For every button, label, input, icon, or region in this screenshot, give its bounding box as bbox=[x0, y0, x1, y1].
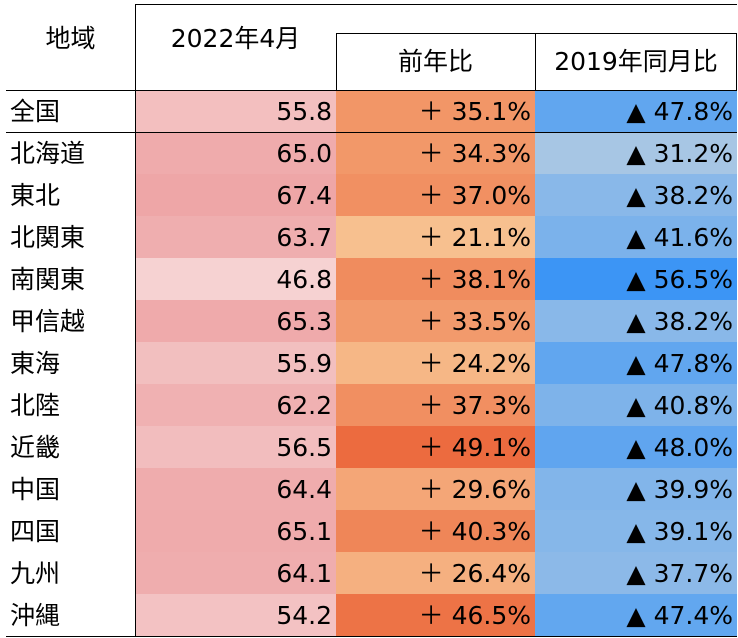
vs2019-cell: ▲ 47.8% bbox=[535, 342, 737, 384]
yoy-cell: ＋ 38.1% bbox=[336, 258, 535, 300]
vs2019-cell: ▲ 39.9% bbox=[535, 468, 737, 510]
rule-col-1 bbox=[135, 4, 136, 636]
value-cell: 55.8 bbox=[135, 90, 336, 132]
vs2019-cell: ▲ 41.6% bbox=[535, 216, 737, 258]
value-cell: 65.0 bbox=[135, 132, 336, 174]
yoy-cell: ＋ 40.3% bbox=[336, 510, 535, 552]
region-cell: 東北 bbox=[10, 180, 61, 210]
vs2019-cell: ▲ 48.0% bbox=[535, 426, 737, 468]
value-cell: 55.9 bbox=[135, 342, 336, 384]
region-cell: 南関東 bbox=[10, 264, 86, 294]
vs2019-cell: ▲ 39.1% bbox=[535, 510, 737, 552]
yoy-cell: ＋ 46.5% bbox=[336, 594, 535, 636]
yoy-cell: ＋ 26.4% bbox=[336, 552, 535, 594]
vs2019-cell: ▲ 37.7% bbox=[535, 552, 737, 594]
header-yoy: 前年比 bbox=[397, 47, 473, 76]
vs2019-cell: ▲ 47.8% bbox=[535, 90, 737, 132]
region-cell: 東海 bbox=[10, 348, 61, 378]
yoy-cell: ＋ 24.2% bbox=[336, 342, 535, 384]
value-cell: 54.2 bbox=[135, 594, 336, 636]
region-cell: 北陸 bbox=[10, 390, 61, 420]
vs2019-cell: ▲ 40.8% bbox=[535, 384, 737, 426]
region-cell: 北関東 bbox=[10, 222, 86, 252]
yoy-cell: ＋ 49.1% bbox=[336, 426, 535, 468]
region-cell: 全国 bbox=[10, 96, 61, 126]
region-cell: 北海道 bbox=[10, 138, 86, 168]
rule-header-mid bbox=[336, 33, 737, 34]
value-cell: 46.8 bbox=[135, 258, 336, 300]
value-cell: 56.5 bbox=[135, 426, 336, 468]
yoy-cell: ＋ 21.1% bbox=[336, 216, 535, 258]
header-vs2019: 2019年同月比 bbox=[554, 47, 718, 76]
rule-top bbox=[135, 4, 737, 5]
rule-after-total bbox=[6, 132, 737, 133]
header-value: 2022年4月 bbox=[170, 23, 301, 53]
vs2019-cell: ▲ 47.4% bbox=[535, 594, 737, 636]
rule-header-bottom bbox=[6, 90, 737, 91]
region-cell: 中国 bbox=[10, 474, 61, 504]
vs2019-cell: ▲ 56.5% bbox=[535, 258, 737, 300]
yoy-cell: ＋ 35.1% bbox=[336, 90, 535, 132]
value-cell: 65.1 bbox=[135, 510, 336, 552]
value-cell: 65.3 bbox=[135, 300, 336, 342]
value-cell: 67.4 bbox=[135, 174, 336, 216]
region-cell: 近畿 bbox=[10, 432, 61, 462]
region-cell: 四国 bbox=[10, 516, 61, 546]
yoy-cell: ＋ 34.3% bbox=[336, 132, 535, 174]
header-region: 地域 bbox=[45, 23, 96, 53]
rule-col-2 bbox=[336, 33, 337, 90]
value-cell: 62.2 bbox=[135, 384, 336, 426]
region-cell: 沖縄 bbox=[10, 600, 61, 630]
yoy-cell: ＋ 33.5% bbox=[336, 300, 535, 342]
yoy-cell: ＋ 37.0% bbox=[336, 174, 535, 216]
value-cell: 64.1 bbox=[135, 552, 336, 594]
vs2019-cell: ▲ 38.2% bbox=[535, 174, 737, 216]
region-cell: 甲信越 bbox=[10, 306, 86, 336]
region-cell: 九州 bbox=[10, 558, 61, 588]
vs2019-cell: ▲ 38.2% bbox=[535, 300, 737, 342]
data-table: 地域 2022年4月 前年比 2019年同月比 全国 55.8 ＋ 35.1% ▲ 4… bbox=[6, 4, 737, 637]
rule-col-right bbox=[736, 33, 737, 90]
yoy-cell: ＋ 29.6% bbox=[336, 468, 535, 510]
rule-bottom bbox=[6, 636, 737, 637]
value-cell: 64.4 bbox=[135, 468, 336, 510]
yoy-cell: ＋ 37.3% bbox=[336, 384, 535, 426]
value-cell: 63.7 bbox=[135, 216, 336, 258]
vs2019-cell: ▲ 31.2% bbox=[535, 132, 737, 174]
rule-col-3 bbox=[535, 33, 536, 90]
